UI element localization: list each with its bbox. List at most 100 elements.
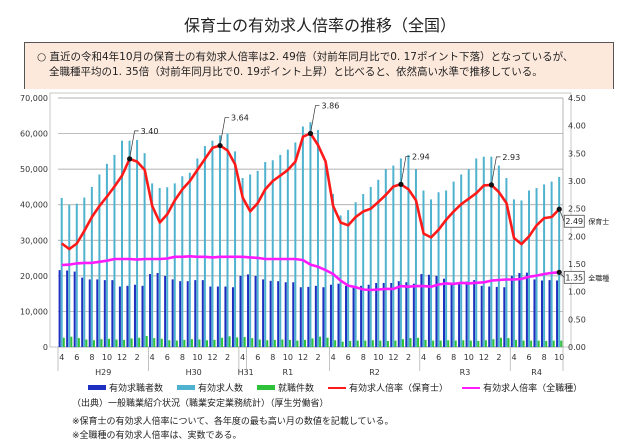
bar-seekers (96, 279, 99, 347)
bar-offers (234, 151, 237, 347)
annotation-label: 3.64 (231, 114, 249, 123)
left-axis-tick-label: 70,000 (20, 94, 48, 103)
bar-offers (490, 156, 493, 347)
page-title: 保育士の有効求人倍率の推移（全国） (183, 16, 456, 35)
x-tick-label: 8 (542, 353, 547, 362)
legend-swatch (328, 386, 347, 389)
bar-offers (271, 160, 274, 347)
group-label: H29 (95, 368, 111, 377)
bar-placements (190, 339, 193, 347)
bar-seekers (518, 273, 521, 347)
legend-item-placements: 就職件数 (257, 381, 314, 394)
bar-placements (417, 337, 420, 347)
bar-placements (507, 338, 510, 347)
bar-offers (414, 169, 417, 347)
x-tick-label: 2 (315, 353, 320, 362)
bar-placements (145, 335, 148, 347)
bar-placements (296, 340, 299, 347)
note-2: ※全職種の有効求人倍率は、実数である。 (72, 431, 242, 441)
legend-label: 就職件数 (278, 384, 315, 394)
x-tick-label: 6 (165, 353, 170, 362)
x-tick-label: 12 (298, 353, 308, 362)
bar-seekers (81, 277, 84, 347)
legend-label: 有効求人倍率（全職種） (483, 384, 583, 394)
end-label-tag: 全職種 (588, 273, 609, 282)
annotation-leader (310, 105, 320, 134)
bar-seekers (141, 285, 144, 347)
bar-offers (226, 133, 229, 347)
bar-placements (175, 340, 178, 347)
bar-seekers (510, 275, 513, 347)
bar-offers (430, 199, 433, 347)
left-axis-tick-label: 60,000 (20, 130, 48, 139)
legend-swatch (462, 386, 481, 389)
annotation-leader (219, 117, 230, 146)
bar-offers (249, 174, 252, 347)
bar-offers (196, 158, 199, 347)
x-tick-label: 8 (270, 353, 275, 362)
bar-placements (288, 339, 291, 347)
x-tick-label: 8 (361, 353, 366, 362)
bar-offers (437, 192, 440, 347)
bar-seekers (480, 285, 483, 347)
bar-seekers (367, 284, 370, 347)
bar-seekers (556, 280, 559, 347)
x-tick-label: 10 (464, 353, 474, 362)
legend-swatch (257, 385, 276, 390)
bar-placements (469, 340, 472, 347)
bar-seekers (209, 286, 212, 347)
bar-seekers (66, 270, 69, 347)
bar-offers (505, 178, 508, 347)
x-tick-label: 6 (527, 353, 532, 362)
bar-offers (528, 190, 531, 347)
summary-line-2: 全職種平均の1. 35倍（対前年同月比で0. 19ポイント上昇）と比べると、依然… (49, 66, 543, 78)
bar-placements (499, 337, 502, 347)
right-axis-tick-label: 3.50 (568, 149, 586, 158)
bar-offers (105, 163, 108, 347)
bar-seekers (533, 279, 536, 347)
annotation-leader (400, 155, 410, 185)
bar-seekers (548, 280, 551, 347)
bar-offers (347, 210, 350, 347)
bar-placements (319, 336, 322, 347)
bar-placements (153, 338, 156, 347)
x-tick-label: 10 (192, 353, 202, 362)
bar-offers (520, 200, 523, 347)
group-label: R1 (283, 368, 294, 377)
bar-placements (303, 339, 306, 347)
bar-placements (454, 340, 457, 347)
bar-offers (120, 140, 123, 347)
x-tick-label: 12 (117, 353, 127, 362)
right-axis-tick-label: 2.00 (568, 232, 586, 241)
bar-placements (92, 340, 95, 347)
bar-offers (377, 179, 380, 347)
bar-offers (286, 149, 289, 347)
bar-offers (143, 153, 146, 347)
end-label-value: 1.35 (565, 273, 583, 282)
bar-offers (158, 187, 161, 347)
bar-placements (394, 340, 397, 347)
x-tick-label: 6 (436, 353, 441, 362)
x-tick-label: 4 (511, 353, 516, 362)
bar-seekers (156, 273, 159, 347)
bar-seekers (390, 282, 393, 347)
bar-offers (512, 199, 515, 347)
bar-seekers (540, 280, 543, 347)
group-label: R2 (369, 368, 380, 377)
bar-seekers (329, 284, 332, 347)
bar-seekers (118, 286, 121, 347)
bar-offers (166, 187, 169, 347)
bar-seekers (525, 272, 528, 347)
right-axis-tick-label: 4.50 (568, 94, 586, 103)
x-tick-label: 8 (89, 353, 94, 362)
bar-seekers (397, 281, 400, 347)
bar-placements (221, 337, 224, 347)
bar-placements (560, 340, 563, 347)
bar-placements (100, 339, 103, 347)
summary-line-1: ○ 直近の令和4年10月の保育士の有効求人倍率は2. 49倍（対前年同月比で0.… (37, 51, 574, 63)
annotation-point (217, 142, 223, 149)
bar-placements (258, 339, 261, 347)
annotation-point (127, 156, 133, 162)
bar-placements (484, 340, 487, 347)
